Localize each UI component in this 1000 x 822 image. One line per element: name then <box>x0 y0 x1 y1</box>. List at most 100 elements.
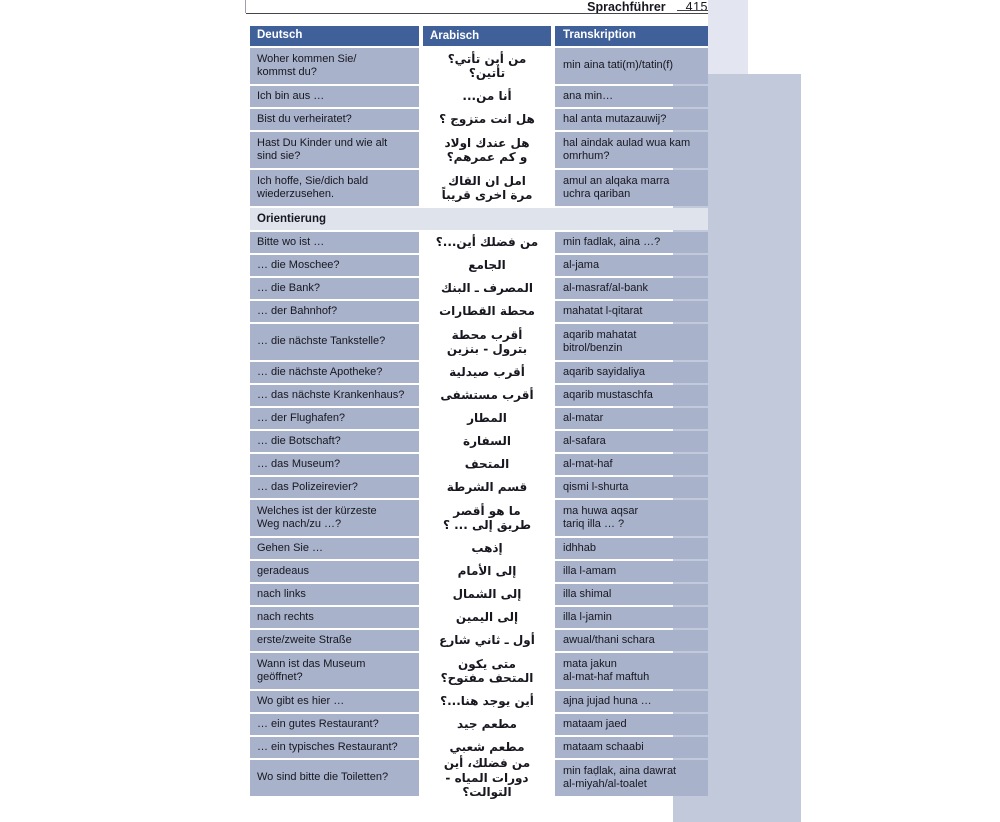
table-row: Woher kommen Sie/ kommst du? من أين تأتي؟… <box>250 48 708 84</box>
table-row: nach links إلى الشمال illa shimal <box>250 584 708 605</box>
cell-german: nach rechts <box>250 607 419 628</box>
cell-german: Wo gibt es hier … <box>250 691 419 712</box>
cell-arabic: من فضلك، أين دورات المياه - التوالت؟ <box>443 756 531 800</box>
cell-arabic: المتحف <box>464 457 510 472</box>
page-number-underline <box>677 10 708 11</box>
phrase-table: Deutsch Arabisch Transkription Woher kom… <box>250 26 801 822</box>
cell-transcription: amul an alqaka marra uchra qariban <box>555 170 708 206</box>
cell-german: … die Bank? <box>250 278 419 299</box>
table-row: Bitte wo ist … من فضلك أين...؟ min fadlak,… <box>250 232 708 253</box>
cell-transcription: al-mat-haf <box>555 454 708 475</box>
cell-german: geradeaus <box>250 561 419 582</box>
table-row: Bist du verheiratet? هل انت متزوج ؟ hal an… <box>250 109 708 130</box>
cell-arabic: من فضلك أين...؟ <box>435 235 539 250</box>
cell-arabic: المطار <box>467 411 507 426</box>
cell-german: Woher kommen Sie/ kommst du? <box>250 48 419 84</box>
cell-transcription: ma huwa aqsar tariq illa … ? <box>555 500 708 536</box>
section-header-row: Orientierung <box>250 208 708 230</box>
cell-transcription: qismi l-shurta <box>555 477 708 498</box>
table-row: Ich bin aus … أنا من... ana min… <box>250 86 708 107</box>
cell-german: … das nächste Krankenhaus? <box>250 385 419 406</box>
cell-transcription: al-masraf/al-bank <box>555 278 708 299</box>
cell-transcription: illa l-amam <box>555 561 708 582</box>
table-row: … das Polizeirevier? قسم الشرطة qismi l-sh… <box>250 477 708 498</box>
cell-transcription: mata jakun al-mat-haf maftuh <box>555 653 708 689</box>
cell-transcription: awual/thani schara <box>555 630 708 651</box>
table-row: geradeaus إلى الأمام illa l-amam <box>250 561 708 582</box>
table-row: Gehen Sie … إذهب idhhab <box>250 538 708 559</box>
cell-transcription: ana min… <box>555 86 708 107</box>
table-row: Wo sind bitte die Toiletten? من فضلك، أين… <box>250 756 708 800</box>
table-row: … die nächste Apotheke? أقرب صيدلية aqarib… <box>250 362 708 383</box>
cell-transcription: mataam jaed <box>555 714 708 735</box>
cell-arabic: مطعم جيد <box>457 717 517 732</box>
table-row: … die Bank? المصرف ـ البنك al-masraf/al-ba… <box>250 278 708 299</box>
cell-arabic: أين يوجد هنا...؟ <box>440 694 534 709</box>
cell-german: … der Bahnhof? <box>250 301 419 322</box>
cell-transcription: ajna jujad huna … <box>555 691 708 712</box>
cell-german: Wo sind bitte die Toiletten? <box>250 760 419 796</box>
page-header: Sprachführer 415 <box>246 0 708 14</box>
page-edge-line <box>245 0 246 13</box>
cell-arabic: إلى اليمين <box>455 610 519 625</box>
cell-german: Bitte wo ist … <box>250 232 419 253</box>
cell-german: Wann ist das Museum geöffnet? <box>250 653 419 689</box>
cell-german: Welches ist der kürzeste Weg nach/zu …? <box>250 500 419 536</box>
table-row: … ein gutes Restaurant? مطعم جيد mataam ja… <box>250 714 708 735</box>
cell-transcription: mataam schaabi <box>555 737 708 758</box>
table-row: … die nächste Tankstelle? أقرب محطة بترول… <box>250 324 708 360</box>
cell-transcription: min faḍlak, aina dawrat al-miyah/al-toal… <box>555 760 708 796</box>
section-label: Orientierung <box>250 208 708 230</box>
cell-german: Gehen Sie … <box>250 538 419 559</box>
cell-transcription: hal anta mutazauwij? <box>555 109 708 130</box>
phrase-table-rows: Deutsch Arabisch Transkription Woher kom… <box>250 26 708 800</box>
cell-arabic: أقرب محطة بترول - بنزين <box>446 327 528 357</box>
cell-german: … das Polizeirevier? <box>250 477 419 498</box>
cell-german: … die nächste Apotheke? <box>250 362 419 383</box>
cell-transcription: aqarib mustaschfa <box>555 385 708 406</box>
cell-transcription: aqarib mahatat bitrol/benzin <box>555 324 708 360</box>
table-row: Ich hoffe, Sie/dich bald wiederzusehen. ا… <box>250 170 708 206</box>
cell-arabic: محطة القطارات <box>439 304 535 319</box>
cell-arabic: امل ان القاك مرة اخرى قريباً <box>441 173 533 203</box>
table-row: … die Botschaft? السفارة al-safara <box>250 431 708 452</box>
cell-arabic: إلى الشمال <box>452 587 522 602</box>
column-header-german: Deutsch <box>250 26 419 46</box>
table-row: nach rechts إلى اليمين illa l-jamin <box>250 607 708 628</box>
table-row: erste/zweite Straße أول ـ ثاني شارع awual/… <box>250 630 708 651</box>
cell-german: … ein gutes Restaurant? <box>250 714 419 735</box>
table-header-row: Deutsch Arabisch Transkription <box>250 26 708 46</box>
table-row: Wann ist das Museum geöffnet? متى يكون ال… <box>250 653 708 689</box>
cell-transcription: idhhab <box>555 538 708 559</box>
table-row: … das nächste Krankenhaus? أقرب مستشفى aqa… <box>250 385 708 406</box>
table-row: Wo gibt es hier … أين يوجد هنا...؟ ajna ju… <box>250 691 708 712</box>
cell-german: … die nächste Tankstelle? <box>250 324 419 360</box>
cell-german: Ich bin aus … <box>250 86 419 107</box>
column-header-arabic: Arabisch <box>423 26 551 46</box>
cell-arabic: إلى الأمام <box>457 564 517 579</box>
cell-arabic: متى يكون المتحف مفتوح؟ <box>440 656 534 686</box>
cell-arabic: أنا من... <box>462 89 512 104</box>
cell-transcription: illa shimal <box>555 584 708 605</box>
cell-transcription: hal aindak aulad wua kam omrhum? <box>555 132 708 168</box>
page-header-title: Sprachführer <box>587 0 666 14</box>
cell-transcription: al-jama <box>555 255 708 276</box>
cell-arabic: مطعم شعبي <box>449 740 525 755</box>
cell-german: Hast Du Kinder und wie alt sind sie? <box>250 132 419 168</box>
cell-german: Ich hoffe, Sie/dich bald wiederzusehen. <box>250 170 419 206</box>
table-row: … das Museum? المتحف al-mat-haf <box>250 454 708 475</box>
table-row: Hast Du Kinder und wie alt sind sie? هل ع… <box>250 132 708 168</box>
table-row: Welches ist der kürzeste Weg nach/zu …? م… <box>250 500 708 536</box>
cell-arabic: ما هو أقصر طريق إلى ... ؟ <box>442 503 532 533</box>
cell-arabic: أقرب صيدلية <box>449 365 525 380</box>
cell-german: nach links <box>250 584 419 605</box>
cell-arabic: السفارة <box>463 434 511 449</box>
cell-german: Bist du verheiratet? <box>250 109 419 130</box>
cell-german: … ein typisches Restaurant? <box>250 737 419 758</box>
cell-transcription: al-safara <box>555 431 708 452</box>
cell-transcription: al-matar <box>555 408 708 429</box>
cell-arabic: أول ـ ثاني شارع <box>439 633 535 648</box>
cell-arabic: الجامع <box>468 258 506 273</box>
cell-transcription: min aina tati(m)/tatin(f) <box>555 48 708 84</box>
table-row: … ein typisches Restaurant? مطعم شعبي mata… <box>250 737 708 758</box>
